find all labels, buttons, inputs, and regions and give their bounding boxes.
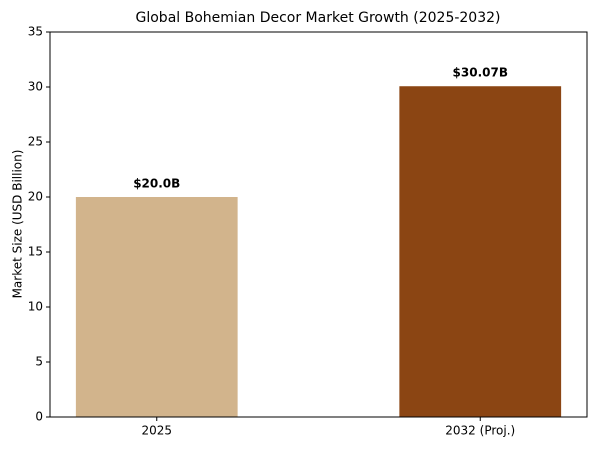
value-label: $20.0B xyxy=(133,177,180,191)
y-tick-label: 5 xyxy=(35,355,43,369)
y-tick-label: 10 xyxy=(28,300,43,314)
plot-frame xyxy=(49,31,588,418)
y-tick-label: 30 xyxy=(28,80,43,94)
chart-title: Global Bohemian Decor Market Growth (202… xyxy=(136,10,501,26)
y-tick-label: 20 xyxy=(28,190,43,204)
bar xyxy=(399,86,562,417)
y-tick-label: 35 xyxy=(28,25,43,39)
y-axis-label: Market Size (USD Billion) xyxy=(11,150,25,299)
y-tick-label: 15 xyxy=(28,245,43,259)
bar xyxy=(75,197,238,417)
y-tick-label: 0 xyxy=(35,410,43,424)
x-tick-label: 2032 (Proj.) xyxy=(445,424,515,438)
y-tick-label: 25 xyxy=(28,135,43,149)
value-label: $30.07B xyxy=(453,66,508,80)
x-tick-label: 2025 xyxy=(141,424,172,438)
